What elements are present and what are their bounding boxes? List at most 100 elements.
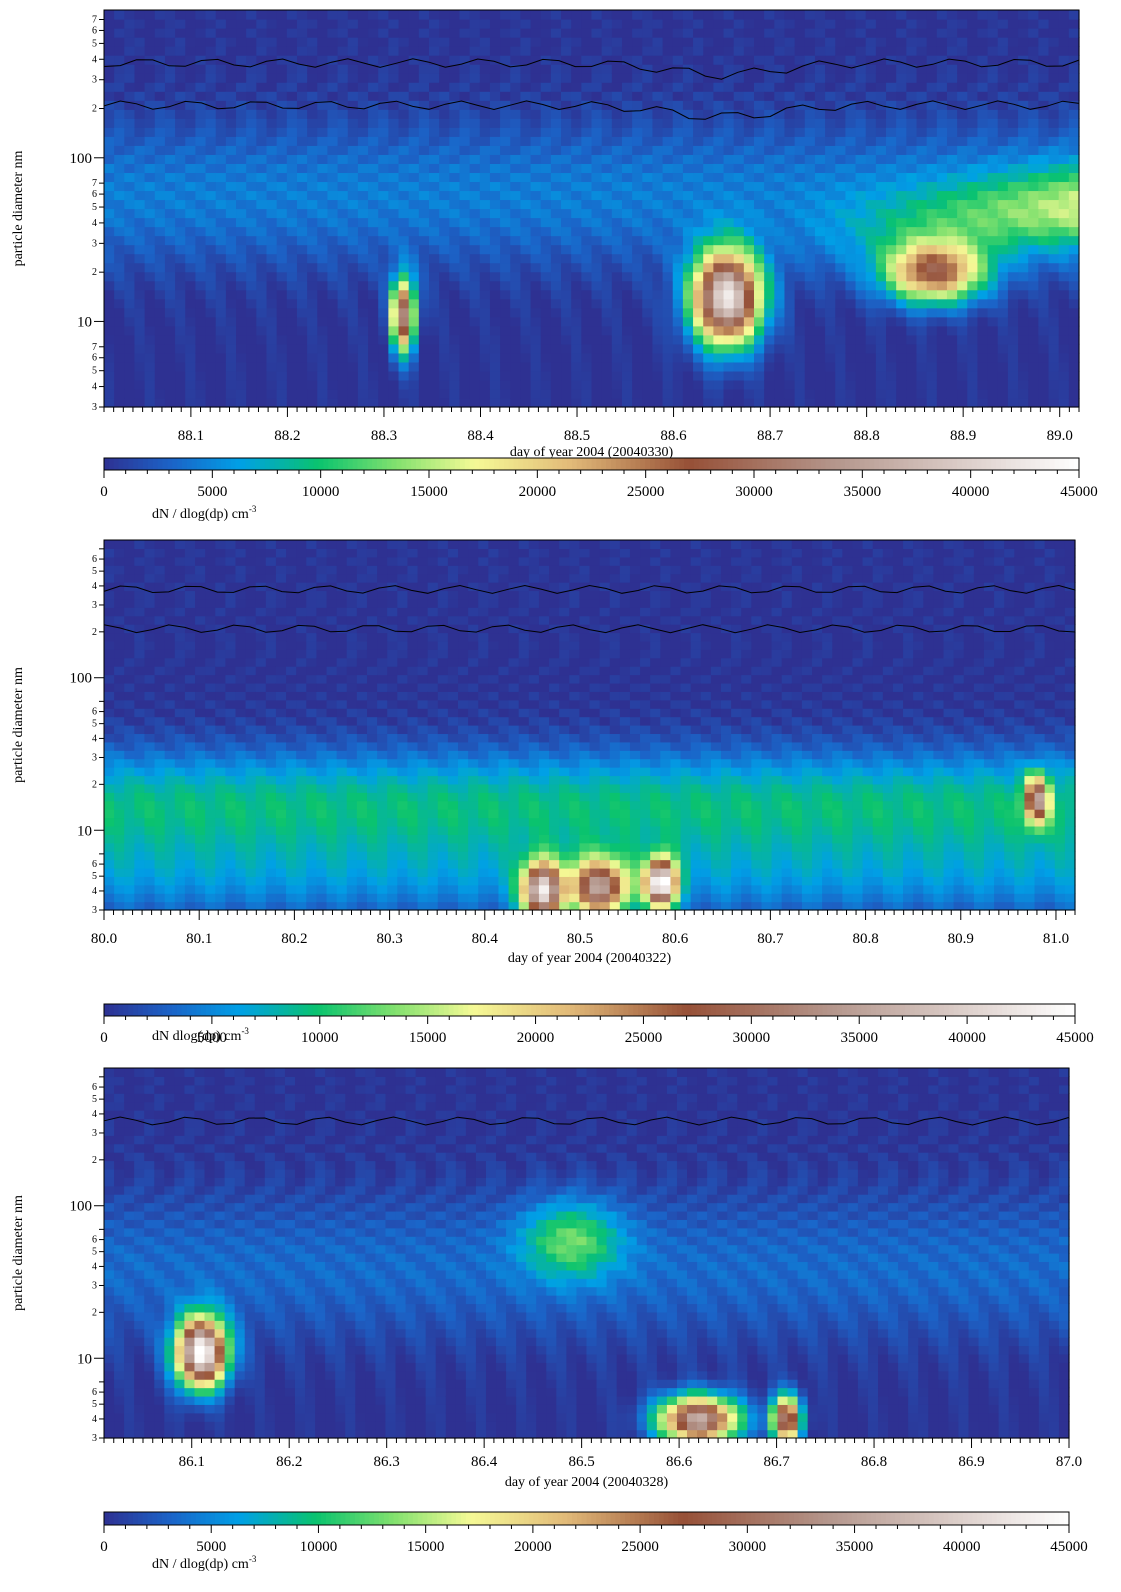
heatmap-cell [550,307,562,318]
heatmap-cell [621,190,633,201]
heatmap-cell [946,127,958,137]
heatmap-cell [144,884,156,894]
heatmap-cell [946,118,958,128]
heatmap-cell [845,289,857,300]
heatmap-cell [368,235,379,246]
heatmap-cell [398,10,410,20]
heatmap-cell [865,82,877,92]
heatmap-cell [489,46,501,56]
heatmap-cell [1018,235,1029,246]
heatmap-cell [835,262,847,273]
heatmap-cell [398,226,410,237]
heatmap-cell [388,181,400,192]
heatmap-cell [388,388,400,399]
heatmap-cell [672,190,684,201]
heatmap-cell [124,817,135,827]
heatmap-cell [357,334,369,345]
heatmap-cell [1007,190,1019,201]
heatmap-cell [591,46,603,56]
heatmap-cell [926,82,938,92]
heatmap-cell [144,775,156,785]
heatmap-cell [164,109,176,119]
heatmap-cell [662,91,674,101]
heatmap-cell [896,343,907,354]
heatmap-cell [835,352,847,363]
y-tick-label: 6 [92,25,97,36]
heatmap-cell [1038,397,1050,408]
heatmap-cell [104,800,115,810]
heatmap-cell [439,370,450,381]
heatmap-cell [185,271,197,282]
heatmap-cell [682,91,694,101]
heatmap-cell [479,370,491,381]
heatmap-cell [987,388,999,399]
heatmap-cell [296,19,308,29]
colorbar-swatch [284,458,290,470]
heatmap-cell [703,190,714,201]
heatmap-cell [256,226,268,237]
heatmap-cell [1048,19,1060,29]
heatmap-cell [561,46,572,56]
heatmap-cell [124,682,135,692]
heatmap-cell [936,298,948,309]
heatmap-cell [459,388,471,399]
heatmap-cell [601,136,613,146]
heatmap-cell [672,307,684,318]
y-tick-label: 5 [92,202,97,213]
heatmap-cell [926,10,938,20]
heatmap-cell [154,893,166,903]
heatmap-cell [439,10,450,20]
heatmap-cell [469,388,481,399]
heatmap-cell [581,244,593,255]
heatmap-cell [774,19,786,29]
heatmap-cell [134,199,146,210]
colorbar-swatch [303,458,310,470]
heatmap-cell [703,55,714,65]
heatmap-cell [916,217,928,228]
heatmap-cell [124,172,136,183]
heatmap-cell [276,46,288,56]
heatmap-cell [916,397,928,408]
heatmap-cell [479,352,491,363]
heatmap-cell [317,73,329,83]
heatmap-cell [1007,100,1019,110]
heatmap-cell [1068,226,1080,237]
heatmap-cell [896,388,907,399]
heatmap-cell [1048,244,1060,255]
heatmap-cell [520,370,532,381]
heatmap-cell [418,379,430,390]
heatmap-cell [550,154,562,164]
heatmap-cell [774,388,786,399]
heatmap-cell [621,334,633,345]
heatmap-cell [256,64,268,74]
heatmap-cell [814,55,826,65]
heatmap-cell [936,235,948,246]
heatmap-cell [114,640,125,650]
heatmap-cell [764,127,775,137]
heatmap-cell [236,289,247,300]
heatmap-cell [144,582,156,592]
heatmap-cell [479,361,491,372]
heatmap-cell [977,262,989,273]
heatmap-cell [317,181,329,192]
heatmap-cell [489,181,501,192]
heatmap-cell [774,280,786,291]
heatmap-cell [144,682,156,692]
heatmap-cell [946,145,958,155]
colorbar-swatch [411,458,417,470]
heatmap-cell [733,289,745,300]
heatmap-cell [357,190,369,201]
heatmap-cell [337,100,349,110]
heatmap-cell [967,91,979,101]
heatmap-cell [957,388,968,399]
heatmap-cell [104,573,115,583]
heatmap-cell [205,82,217,92]
heatmap-cell [896,136,907,146]
heatmap-cell [418,118,430,128]
heatmap-cell [886,208,897,219]
heatmap-cell [652,298,664,309]
heatmap-cell [520,262,532,273]
heatmap-cell [286,316,298,327]
heatmap-cell [906,73,918,83]
colorbar-tick-label: 15000 [410,484,448,500]
